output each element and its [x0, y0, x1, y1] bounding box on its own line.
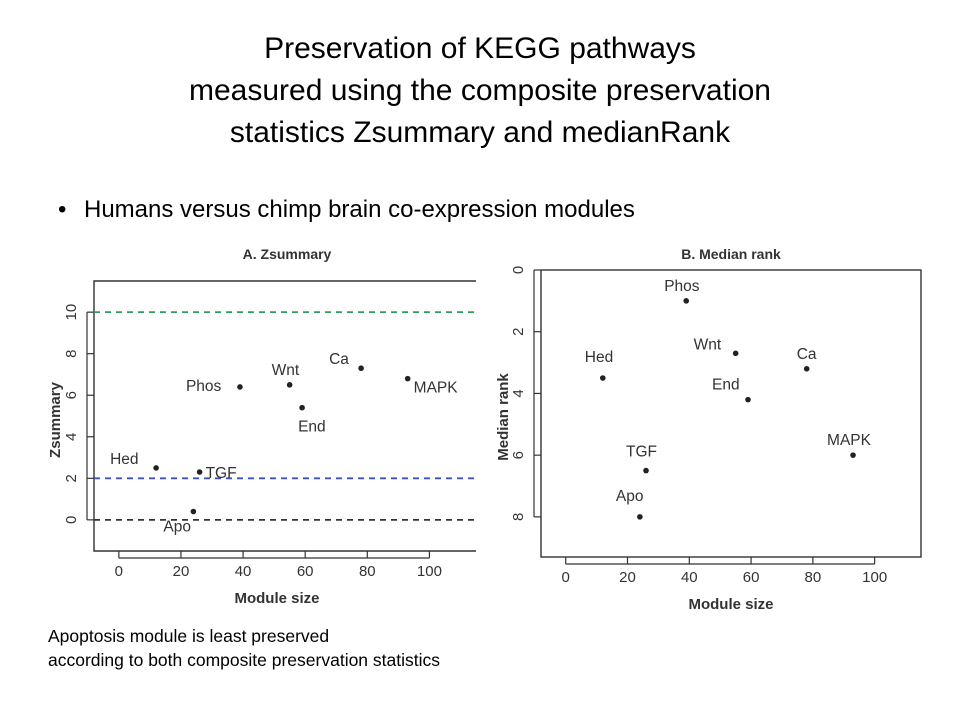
x-axis-label: Module size — [234, 590, 319, 607]
x-axis-label: Module size — [688, 596, 773, 613]
plot-frame — [93, 280, 476, 552]
y-tick-label: 4 — [63, 433, 80, 441]
data-point — [850, 452, 856, 458]
title-line: measured using the composite preservatio… — [189, 74, 771, 107]
data-point — [732, 350, 739, 357]
x-tick-label: 80 — [359, 563, 376, 580]
y-tick-label: 6 — [510, 451, 527, 459]
data-point — [196, 469, 203, 475]
y-axis-label: Median rank — [495, 373, 512, 461]
title-line: statistics Zsummary and medianRank — [229, 116, 731, 149]
caption: Apoptosis module is least preserved acco… — [48, 624, 440, 672]
x-tick-label: 0 — [115, 563, 123, 580]
data-point-label: Wnt — [694, 336, 722, 353]
data-point — [299, 404, 305, 411]
data-point — [683, 298, 690, 304]
data-point — [599, 375, 606, 381]
caption-line: according to both composite preservation… — [48, 650, 440, 670]
bullet-dot-icon: • — [58, 196, 67, 223]
data-point-label: End — [712, 377, 740, 394]
title-line: Preservation of KEGG pathways — [264, 32, 696, 65]
bullet-point: • Humans versus chimp brain co-expression… — [58, 196, 635, 224]
y-tick-label: 0 — [63, 516, 80, 524]
data-point-label: Hed — [110, 451, 138, 468]
data-point — [286, 382, 293, 388]
data-point-label: Wnt — [272, 362, 300, 379]
data-point — [803, 365, 810, 372]
data-point — [237, 384, 243, 390]
data-point-label: End — [298, 419, 326, 436]
data-point-label: Phos — [186, 378, 222, 395]
data-point-label: Apo — [616, 488, 644, 505]
data-point — [637, 514, 643, 520]
data-point — [745, 396, 751, 403]
data-point-label: Hed — [585, 349, 613, 366]
plot-frame — [540, 269, 922, 558]
data-point — [153, 465, 159, 471]
x-tick-label: 100 — [417, 563, 442, 580]
caption-line: Apoptosis module is least preserved — [48, 626, 330, 646]
y-tick-label: 4 — [510, 389, 527, 397]
y-tick-label: 2 — [510, 328, 527, 336]
y-tick-label: 6 — [63, 391, 80, 399]
x-tick-label: 100 — [862, 569, 887, 586]
data-point-label: TGF — [206, 465, 237, 482]
y-axis-label: Zsummary — [47, 381, 64, 458]
y-tick-label: 10 — [63, 304, 80, 321]
data-point — [643, 467, 649, 474]
slide-title: Preservation of KEGG pathways measured u… — [0, 28, 960, 154]
data-point-label: Apo — [163, 519, 191, 536]
data-point — [190, 508, 197, 515]
bullet-text: Humans versus chimp brain co-expression … — [84, 196, 635, 223]
x-tick-label: 40 — [235, 563, 252, 580]
y-tick-label: 8 — [510, 513, 527, 521]
x-tick-label: 60 — [743, 569, 760, 586]
data-point-label: MAPK — [414, 380, 459, 397]
y-tick-label: 8 — [63, 350, 80, 358]
plot-title: B. Median rank — [681, 246, 781, 262]
x-tick-label: 80 — [805, 569, 822, 586]
data-point-label: MAPK — [827, 432, 872, 449]
x-tick-label: 40 — [681, 569, 698, 586]
x-tick-label: 0 — [562, 569, 570, 586]
x-tick-label: 20 — [619, 569, 636, 586]
y-tick-label: 2 — [63, 474, 80, 482]
data-point-label: Ca — [329, 351, 349, 368]
plot-title: A. Zsummary — [243, 246, 332, 262]
data-point — [404, 375, 411, 382]
data-point — [358, 365, 364, 372]
data-point-label: Ca — [797, 346, 817, 363]
x-tick-label: 20 — [173, 563, 190, 580]
data-point-label: Phos — [664, 278, 700, 295]
data-point-label: TGF — [626, 444, 657, 461]
y-tick-label: 0 — [510, 266, 527, 274]
x-tick-label: 60 — [297, 563, 314, 580]
